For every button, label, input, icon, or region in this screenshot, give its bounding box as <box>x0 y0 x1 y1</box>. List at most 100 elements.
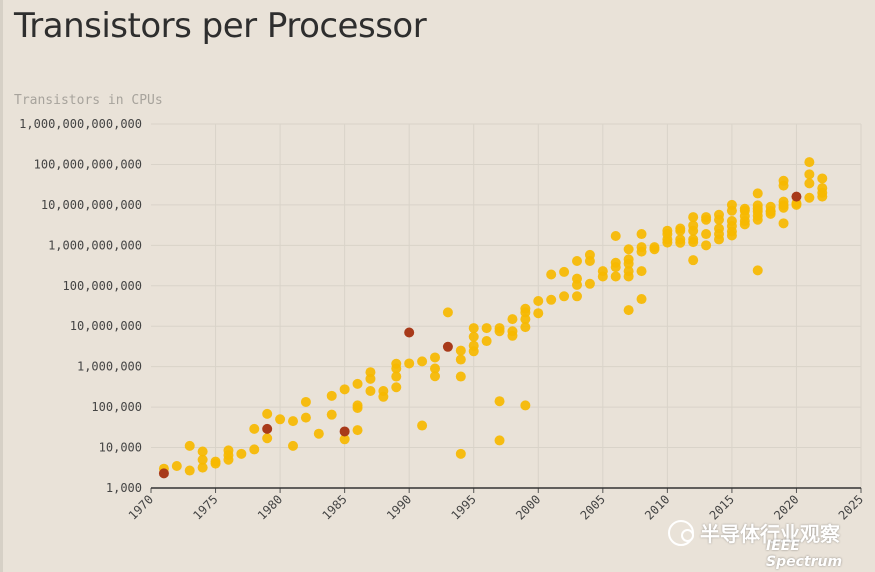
data-point <box>804 157 815 168</box>
x-tick-label: 1975 <box>190 492 220 522</box>
data-point <box>714 214 724 225</box>
x-tick-label: 1990 <box>384 492 414 522</box>
data-point <box>339 434 350 445</box>
data-point <box>559 266 570 277</box>
y-tick-label: 1,000,000 <box>77 360 142 374</box>
data-point <box>262 408 273 419</box>
highlighted-data-point <box>339 426 350 437</box>
x-tick-label: 1970 <box>126 492 156 522</box>
data-point <box>714 234 724 245</box>
data-point <box>726 205 737 216</box>
data-point <box>778 218 789 229</box>
data-point <box>300 396 311 407</box>
data-point <box>610 271 621 282</box>
data-point <box>817 173 828 184</box>
data-point <box>494 435 505 446</box>
data-point <box>662 237 673 248</box>
data-point <box>572 291 582 302</box>
axes <box>150 487 862 493</box>
y-tick-label: 100,000,000 <box>63 279 142 293</box>
left-edge-rule <box>0 0 3 572</box>
data-point <box>391 382 402 393</box>
data-point <box>481 323 492 334</box>
data-point <box>352 378 363 389</box>
data-point <box>391 371 402 382</box>
data-point <box>546 269 557 280</box>
data-point <box>468 323 479 334</box>
data-point <box>262 433 273 444</box>
highlighted-data-point <box>791 191 802 202</box>
chart-title: Transistors per Processor <box>14 6 427 46</box>
data-point <box>688 212 699 223</box>
data-point <box>184 465 195 476</box>
data-point <box>352 403 363 414</box>
wechat-logo-icon <box>668 519 694 546</box>
data-point <box>223 454 234 465</box>
y-tick-label: 100,000 <box>91 400 142 414</box>
y-tick-label: 100,000,000,000 <box>34 157 142 171</box>
y-tick-label: 10,000,000,000 <box>41 198 142 212</box>
data-point <box>701 229 712 240</box>
y-tick-label: 1,000,000,000 <box>48 238 142 252</box>
data-point <box>688 237 699 248</box>
wechat-watermark: 半导体行业观察 <box>668 518 840 547</box>
data-point <box>288 440 298 451</box>
data-point <box>442 307 453 318</box>
data-point <box>326 409 337 420</box>
data-point <box>249 444 260 455</box>
data-point <box>623 258 634 269</box>
data-point <box>623 271 634 282</box>
data-point <box>365 386 376 397</box>
data-point <box>481 336 492 347</box>
data-point <box>623 305 634 316</box>
highlighted-data-point <box>158 468 169 479</box>
data-point <box>572 279 582 290</box>
data-point <box>404 358 415 369</box>
x-tick-label: 2025 <box>836 492 866 522</box>
data-point <box>688 225 699 236</box>
data-point <box>468 331 479 342</box>
data-point <box>533 308 544 319</box>
data-point <box>391 363 402 374</box>
data-point <box>675 225 686 236</box>
data-point <box>752 214 763 225</box>
data-point <box>352 425 363 436</box>
data-point <box>584 255 595 266</box>
x-tick-label: 1980 <box>255 492 285 522</box>
data-point <box>636 229 647 240</box>
data-point <box>455 448 466 459</box>
publisher-watermark: IEEE Spectrum <box>766 538 843 570</box>
y-axis-caption: Transistors in CPUs <box>14 93 163 108</box>
data-point <box>584 278 595 289</box>
x-tick-label: 2005 <box>578 492 608 522</box>
highlighted-data-point <box>262 423 273 434</box>
grid-lines <box>151 123 862 488</box>
data-point <box>739 219 750 230</box>
data-point <box>636 294 647 305</box>
data-point <box>701 214 712 225</box>
data-point <box>765 208 776 219</box>
data-point <box>520 314 531 325</box>
data-point <box>752 188 763 199</box>
data-point <box>494 396 505 407</box>
data-point <box>597 271 608 282</box>
data-point <box>572 255 582 266</box>
data-point <box>778 202 789 213</box>
data-point <box>197 462 208 473</box>
wechat-watermark-text: 半导体行业观察 <box>700 522 840 546</box>
data-point <box>636 246 647 257</box>
data-point <box>417 420 428 431</box>
data-point <box>546 294 557 305</box>
data-point <box>417 356 428 367</box>
data-point <box>804 169 815 180</box>
data-point <box>559 291 570 302</box>
data-point <box>752 265 763 276</box>
x-tick-label: 2000 <box>513 492 543 522</box>
data-point <box>675 237 686 248</box>
data-points <box>158 157 828 479</box>
data-point <box>171 460 182 471</box>
data-point <box>636 266 647 277</box>
data-point <box>817 191 828 202</box>
data-point <box>610 231 621 242</box>
